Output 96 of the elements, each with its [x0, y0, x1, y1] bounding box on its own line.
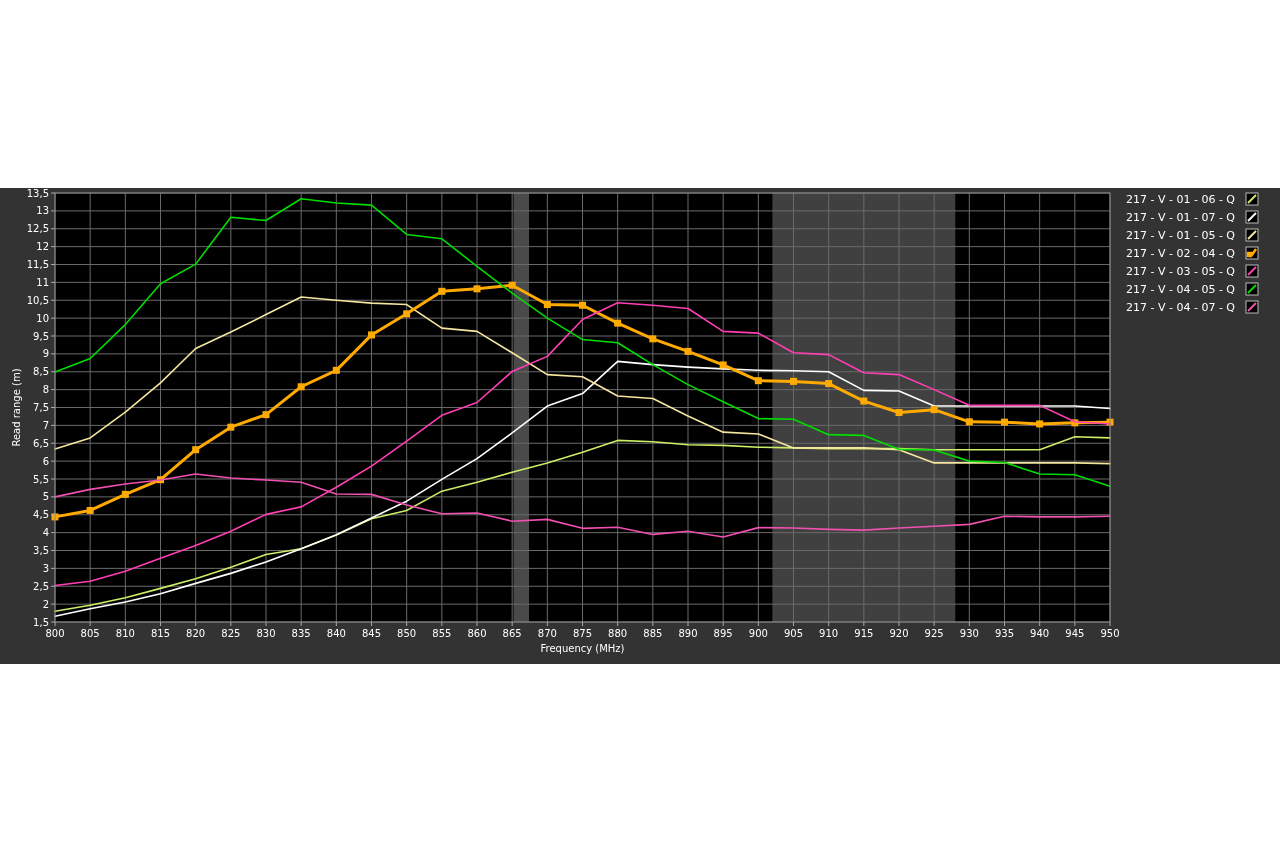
- point: [649, 335, 657, 343]
- y-tick-label: 4,5: [33, 509, 49, 521]
- y-tick-label: 11,5: [26, 259, 49, 270]
- y-tick-label: 7: [42, 419, 49, 431]
- x-tick-label: 900: [748, 628, 768, 639]
- point: [860, 397, 868, 405]
- x-tick-label: 865: [502, 628, 522, 639]
- point: [719, 361, 727, 369]
- x-tick-label: 905: [783, 628, 804, 639]
- x-tick-label: 850: [397, 628, 417, 639]
- x-tick-label: 945: [1065, 628, 1085, 639]
- line-series: [54, 473, 1111, 538]
- point: [473, 285, 481, 293]
- point: [332, 366, 340, 374]
- x-tick-label: 825: [221, 628, 241, 639]
- x-tick-label: 855: [432, 628, 452, 639]
- point: [825, 380, 833, 388]
- x-tick-label: 870: [537, 628, 557, 639]
- x-tick-label: 895: [713, 628, 733, 639]
- y-tick-label: 10,5: [26, 294, 49, 306]
- point: [508, 281, 516, 289]
- legend-label: 217 - V - 01 - 06 - Q: [1126, 193, 1236, 206]
- point: [790, 377, 797, 385]
- point: [579, 301, 586, 309]
- legend-label: 217 - V - 01 - 07 - Q: [1126, 211, 1236, 224]
- line-series: [54, 360, 1111, 618]
- y-axis-title: Read range (m): [11, 368, 22, 447]
- x-tick-label: 875: [572, 628, 593, 639]
- legend-label: 217 - V - 04 - 05 - Q: [1126, 283, 1236, 296]
- point: [192, 446, 200, 454]
- y-tick-label: 13,5: [26, 187, 49, 199]
- y-tick-label: 1,5: [33, 616, 49, 628]
- x-tick-label: 830: [256, 628, 276, 639]
- y-tick-label: 5,5: [33, 473, 49, 485]
- x-tick-label: 915: [854, 628, 874, 639]
- x-tick-label: 920: [889, 628, 909, 639]
- x-tick-label: 880: [608, 628, 628, 639]
- y-tick-label: 3,5: [33, 545, 49, 556]
- y-tick-label: 9: [42, 348, 49, 360]
- y-tick-label: 8,5: [33, 366, 49, 378]
- y-tick-label: 8: [42, 384, 49, 396]
- point: [1001, 418, 1008, 426]
- x-tick-label: 860: [467, 628, 487, 639]
- x-tick-label: 835: [291, 628, 311, 639]
- legend-label: 217 - V - 02 - 04 - Q: [1126, 247, 1236, 260]
- x-tick-label: 845: [361, 628, 382, 639]
- y-tick-label: 2,5: [33, 580, 49, 592]
- point: [895, 409, 903, 417]
- point: [614, 319, 622, 327]
- y-tick-label: 12,5: [26, 223, 49, 235]
- point: [965, 418, 973, 426]
- y-tick-label: 12: [36, 241, 49, 253]
- y-tick-label: 5: [42, 491, 49, 503]
- x-tick-label: 820: [186, 628, 206, 639]
- point: [754, 377, 762, 385]
- y-tick-label: 6,5: [33, 437, 49, 449]
- y-tick-label: 6: [42, 455, 49, 467]
- x-tick-label: 885: [643, 628, 663, 639]
- y-tick-label: 3: [42, 562, 49, 574]
- x-tick-label: 925: [924, 628, 944, 639]
- x-tick-label: 940: [1030, 628, 1050, 639]
- legend-label: 217 - V - 03 - 05 - Q: [1126, 265, 1236, 278]
- x-tick-label: 805: [80, 628, 100, 639]
- x-axis-title: Frequency (MHz): [540, 643, 625, 654]
- point: [930, 406, 938, 414]
- point: [227, 423, 235, 431]
- x-tick-label: 910: [819, 628, 839, 639]
- legend-label: 217 - V - 01 - 05 - Q: [1126, 229, 1236, 242]
- line-series: [54, 197, 1111, 487]
- x-tick-label: 950: [1100, 628, 1120, 639]
- x-tick-label: 890: [678, 628, 698, 639]
- x-tick-label: 800: [45, 628, 65, 639]
- point: [1036, 420, 1044, 428]
- point: [121, 490, 129, 498]
- x-tick-label: 935: [994, 628, 1015, 639]
- line-series: [54, 296, 1111, 465]
- point: [297, 383, 305, 391]
- y-tick-label: 2: [42, 598, 49, 610]
- y-tick-label: 7,5: [33, 402, 49, 413]
- y-tick-label: 4: [42, 527, 49, 539]
- point: [368, 331, 375, 339]
- point: [86, 506, 94, 514]
- y-tick-label: 10: [36, 312, 49, 324]
- y-tick-label: 13: [36, 205, 49, 217]
- legend-label: 217 - V - 04 - 07 - Q: [1126, 301, 1236, 314]
- point: [543, 301, 551, 309]
- point: [403, 310, 411, 318]
- x-tick-label: 815: [150, 628, 171, 639]
- y-tick-label: 9,5: [33, 330, 49, 342]
- x-tick-label: 810: [115, 628, 135, 639]
- y-tick-label: 11: [36, 276, 49, 288]
- x-tick-label: 930: [959, 628, 979, 639]
- point: [262, 411, 270, 419]
- x-tick-label: 840: [326, 628, 346, 639]
- point: [438, 287, 446, 295]
- point: [684, 347, 692, 355]
